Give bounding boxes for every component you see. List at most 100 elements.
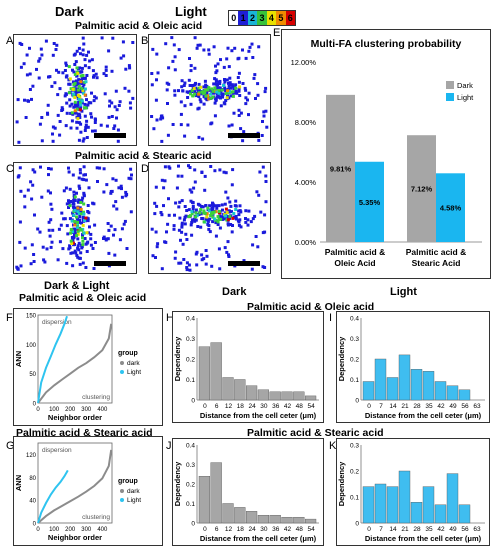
scatter-point [47,220,51,224]
scatter-point [102,167,106,171]
chart-i-box: 0 0.1 0.2 0.3 0.4 0 7 14 21 28 35 42 49 56 63 Distance … [336,311,490,423]
x-tick-label: 48 [296,403,304,410]
scatter-point-hot [187,215,191,219]
scatter-point [88,59,92,63]
scatter-point [173,93,177,97]
scatter-point [82,194,86,198]
scatter-point [95,76,99,80]
scatter-point [62,189,66,193]
scatter-point [234,89,238,93]
scatter-point-hot [75,66,79,70]
scatter-point [209,122,213,126]
x-tick-label: 0 [367,526,371,533]
scatter-point [211,220,215,224]
header-light: Light [175,4,207,19]
scatter-point [196,202,200,206]
x-tick-label: 400 [97,527,108,533]
bar-dark [407,135,436,242]
scatter-panel-b [148,34,271,146]
scatter-point [54,48,58,51]
scatter-point [69,111,73,115]
scatter-point [107,115,111,119]
scatter-point [89,101,93,105]
scatter-point [237,209,241,213]
scatter-point [75,191,78,195]
scatter-point [232,111,236,115]
scatter-point-hot [79,80,83,84]
legend-title: group [118,350,138,357]
scatter-point [150,83,154,87]
scatter-point [175,186,179,190]
scatter-point [247,49,251,53]
scatter-point [40,195,44,199]
scatter-point-hot [82,210,85,214]
y-tick-label: 0.3 [186,336,195,343]
scatter-point [189,223,193,227]
scatter-point-hot [216,220,220,224]
scatter-point [114,178,118,182]
scatter-point [203,188,207,192]
panel-letter-d: D [141,163,149,175]
scatter-point [220,218,224,221]
scatter-point [29,180,33,184]
scatter-point-hot [214,210,218,214]
scatter-point [205,92,209,96]
scatter-point [67,247,71,251]
scatter-point [234,199,238,203]
histogram-bar [362,486,375,524]
scatter-point [89,232,93,236]
scatter-point [228,83,232,87]
scatter-point [74,251,78,255]
scatter-point-hot [190,88,194,92]
histogram-bar [245,385,258,401]
x-tick-label: 7 [379,403,383,410]
scatter-point [188,188,192,192]
y-tick-label: 150 [26,314,37,320]
histogram-bar [374,358,387,401]
scatter-point [46,103,50,107]
y-axis-label: ANN [14,475,23,491]
scatter-point-hot [72,83,76,86]
x-tick-label: 300 [81,527,92,533]
scatter-point [227,65,231,69]
scatter-point [219,104,223,108]
scatter-point-hot [76,71,80,75]
scatter-point [151,254,155,258]
scatter-point [118,100,122,104]
scatter-point [156,242,160,246]
scatter-point [65,111,69,115]
y-tick-label: 0.1 [350,377,359,384]
scatter-point [227,253,230,257]
scatter-point [261,265,265,269]
pair1-title-hi: Palmitic acid & Oleic acid [247,301,375,313]
scatter-point [204,262,208,266]
scatter-point-hot [207,209,211,213]
histogram-bar [446,473,459,524]
scatter-point [214,71,218,75]
scatter-point [120,195,124,199]
scatter-point [228,81,232,85]
scatter-point [64,186,68,190]
scatter-point-hot [73,109,77,113]
scatter-point [58,120,62,123]
scatter-point [79,105,83,109]
scatter-point-hot [231,216,235,220]
histogram-bar [234,379,246,401]
scatter-point [189,199,193,203]
y-tick-label: 8.00% [295,118,317,127]
scatter-point [44,39,48,43]
scatter-point [17,174,21,178]
header-dark-lower: Dark [222,286,247,298]
scatter-point [233,46,237,50]
scatter-point [52,42,56,45]
scatter-point [183,205,187,208]
histogram-bar [410,502,423,524]
scatter-point [127,64,131,68]
scatter-point [160,139,164,143]
scatter-point [105,183,109,187]
scatter-point [231,168,235,172]
scatter-point [41,245,45,249]
scatter-point [185,266,189,269]
scatter-point [230,83,234,87]
scatter-point-hot [217,88,221,92]
